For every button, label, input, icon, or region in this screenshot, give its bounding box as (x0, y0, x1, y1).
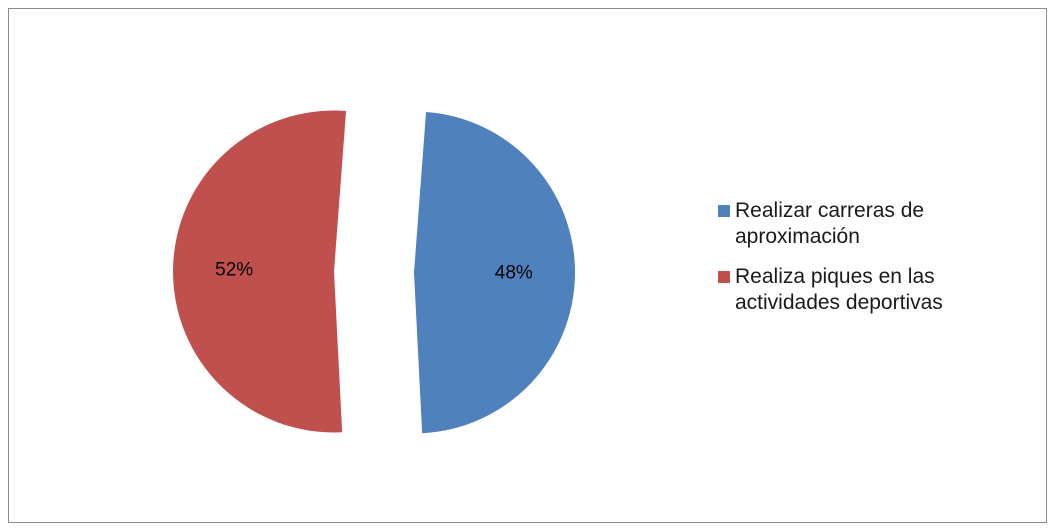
pie-data-label-0: 48% (495, 263, 533, 284)
pie-data-labels: 48% 52% (215, 259, 533, 283)
pie-slice-1 (173, 110, 347, 433)
legend-swatch-1 (718, 271, 730, 283)
legend-label-1: Realiza piques en las actividades deport… (735, 265, 943, 314)
legend-label-0: Realizar carreras de aproximación (735, 199, 925, 248)
pie-slice-0 (413, 111, 575, 434)
legend-swatch-0 (718, 205, 730, 217)
legend-item-0: Realizar carreras de aproximación (718, 198, 1038, 250)
pie-slices (173, 110, 575, 434)
legend-item-1: Realiza piques en las actividades deport… (718, 264, 1038, 316)
legend: Realizar carreras de aproximación Realiz… (718, 198, 1038, 330)
pie-data-label-1: 52% (215, 259, 253, 280)
